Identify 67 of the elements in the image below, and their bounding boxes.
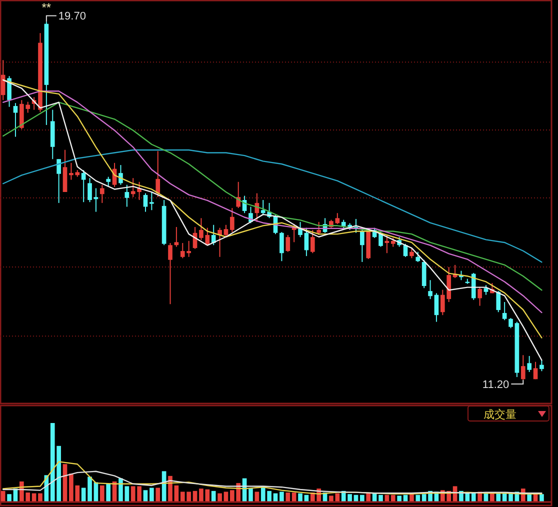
- annotation: 11.20: [482, 379, 510, 391]
- candlestick: [0, 60, 6, 101]
- candlestick: [156, 150, 160, 198]
- candlestick: [230, 208, 234, 233]
- bar: [298, 493, 302, 502]
- candlestick: [100, 184, 104, 204]
- bar: [280, 492, 284, 502]
- bar: [0, 490, 6, 502]
- candlestick: [280, 232, 284, 262]
- candlestick: [478, 286, 482, 306]
- candlestick: [508, 318, 513, 329]
- candlestick: [533, 361, 538, 380]
- candlestick: [118, 164, 123, 186]
- candlestick: [520, 354, 526, 380]
- candlestick: [211, 224, 216, 246]
- bar: [218, 493, 222, 502]
- bar: [100, 485, 104, 502]
- bar: [211, 490, 216, 502]
- candlestick: [316, 221, 322, 236]
- bar: [224, 492, 228, 502]
- candlestick: [527, 355, 532, 372]
- bar: [286, 492, 290, 502]
- candlestick: [174, 226, 179, 248]
- bar: [496, 493, 501, 502]
- bar: [397, 496, 402, 502]
- candlestick: [218, 227, 222, 258]
- candlestick: [168, 242, 172, 305]
- candlestick: [410, 248, 414, 259]
- candlestick: [56, 158, 61, 204]
- bar: [248, 488, 253, 502]
- candlestick: [150, 192, 154, 211]
- bar: [416, 494, 420, 502]
- candlestick: [310, 229, 315, 254]
- bar: [150, 488, 154, 502]
- annotation: 19.70: [58, 10, 86, 23]
- candlestick: [143, 192, 148, 212]
- bar: [106, 484, 111, 502]
- candlestick: [360, 229, 364, 262]
- candlestick: [224, 224, 228, 238]
- bar: [390, 494, 396, 502]
- bar: [378, 494, 383, 502]
- bar: [88, 476, 92, 502]
- candlestick: [286, 234, 290, 252]
- candlestick: [540, 360, 544, 372]
- candlestick: [106, 176, 111, 188]
- bar: [540, 494, 544, 502]
- candlestick: [416, 251, 420, 262]
- bar: [143, 490, 148, 502]
- candlestick: [81, 170, 86, 203]
- text: **: [42, 0, 52, 15]
- bar: [360, 494, 364, 502]
- bar: [254, 492, 260, 502]
- candlestick: [428, 280, 432, 300]
- candlestick: [124, 184, 130, 208]
- candlestick: [13, 102, 18, 138]
- bar: [38, 493, 42, 502]
- bar: [7, 494, 12, 502]
- candlestick: [484, 284, 488, 296]
- chart-title: 成交量: [484, 408, 516, 421]
- candlestick: [236, 181, 241, 209]
- bar: [156, 488, 160, 502]
- candlestick: [304, 227, 309, 257]
- candlestick: [88, 178, 92, 203]
- candlestick: [502, 302, 507, 321]
- candlestick: [434, 292, 439, 322]
- candlestick: [496, 290, 501, 313]
- candlestick: [7, 76, 12, 108]
